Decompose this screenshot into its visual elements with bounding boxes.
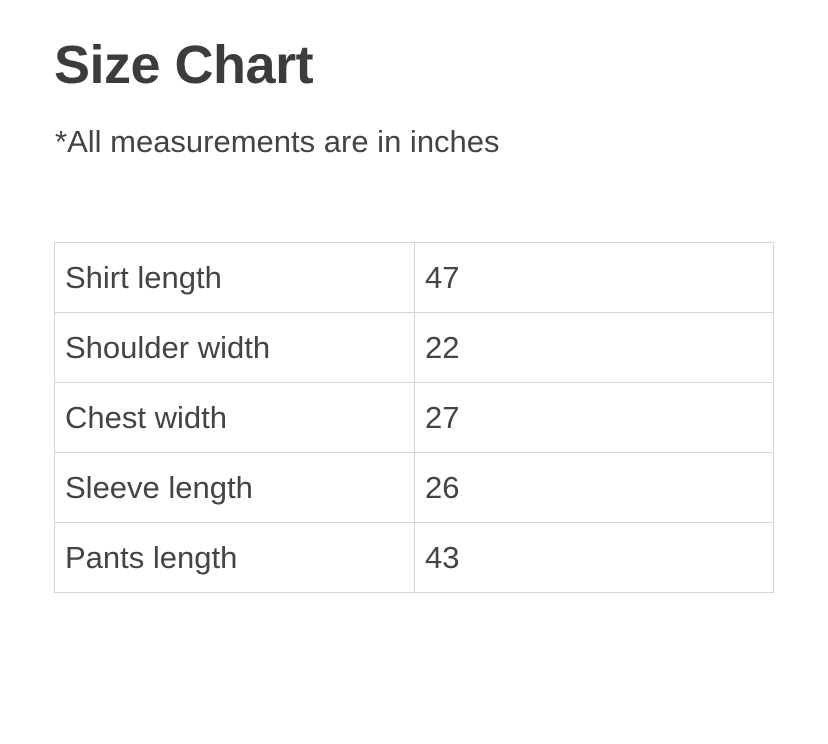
row-value: 27	[414, 382, 774, 453]
row-value: 22	[414, 312, 774, 383]
row-value: 43	[414, 522, 774, 593]
page-title: Size Chart	[54, 35, 314, 95]
size-table: Shirt length 47 Shoulder width 22 Chest wi…	[54, 242, 774, 593]
table-row: Shirt length 47	[54, 242, 774, 313]
table-row: Shoulder width 22	[54, 312, 774, 383]
row-label: Shirt length	[54, 242, 415, 313]
row-label: Pants length	[54, 522, 415, 593]
row-label: Chest width	[54, 382, 415, 453]
table-row: Chest width 27	[54, 382, 774, 453]
row-value: 47	[414, 242, 774, 313]
table-row: Sleeve length 26	[54, 452, 774, 523]
row-label: Shoulder width	[54, 312, 415, 383]
table-row: Pants length 43	[54, 522, 774, 593]
row-value: 26	[414, 452, 774, 523]
row-label: Sleeve length	[54, 452, 415, 523]
measurement-note: *All measurements are in inches	[55, 124, 500, 159]
